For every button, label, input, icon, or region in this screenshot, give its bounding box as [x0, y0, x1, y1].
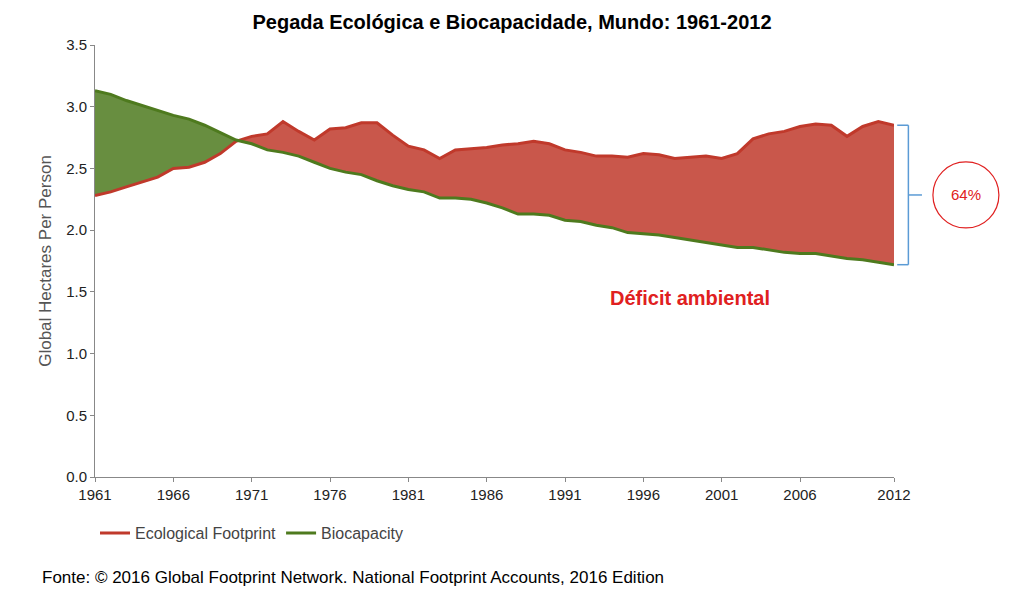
- svg-text:1996: 1996: [627, 486, 660, 503]
- svg-text:1.0: 1.0: [66, 345, 87, 362]
- svg-text:1966: 1966: [157, 486, 190, 503]
- svg-text:64%: 64%: [951, 186, 981, 203]
- svg-text:1961: 1961: [78, 486, 111, 503]
- svg-text:2006: 2006: [783, 486, 816, 503]
- svg-text:1971: 1971: [235, 486, 268, 503]
- svg-text:3.0: 3.0: [66, 98, 87, 115]
- svg-text:1986: 1986: [470, 486, 503, 503]
- svg-text:1.5: 1.5: [66, 283, 87, 300]
- svg-text:2.0: 2.0: [66, 221, 87, 238]
- svg-text:1991: 1991: [548, 486, 581, 503]
- svg-text:Biocapacity: Biocapacity: [321, 525, 403, 542]
- svg-text:Ecological Footprint: Ecological Footprint: [135, 525, 276, 542]
- svg-text:Pegada Ecológica e Biocapacida: Pegada Ecológica e Biocapacidade, Mundo:…: [252, 11, 771, 33]
- svg-text:3.5: 3.5: [66, 36, 87, 53]
- svg-text:1976: 1976: [313, 486, 346, 503]
- svg-text:1981: 1981: [392, 486, 425, 503]
- svg-text:2012: 2012: [877, 486, 910, 503]
- svg-text:2001: 2001: [705, 486, 738, 503]
- svg-text:Déficit ambiental: Déficit ambiental: [610, 287, 770, 309]
- svg-text:Global Hectares Per Person: Global Hectares Per Person: [36, 155, 55, 367]
- svg-text:0.0: 0.0: [66, 468, 87, 485]
- svg-text:0.5: 0.5: [66, 407, 87, 424]
- svg-text:Fonte: © 2016 Global Footprint: Fonte: © 2016 Global Footprint Network. …: [42, 568, 664, 587]
- svg-text:2.5: 2.5: [66, 160, 87, 177]
